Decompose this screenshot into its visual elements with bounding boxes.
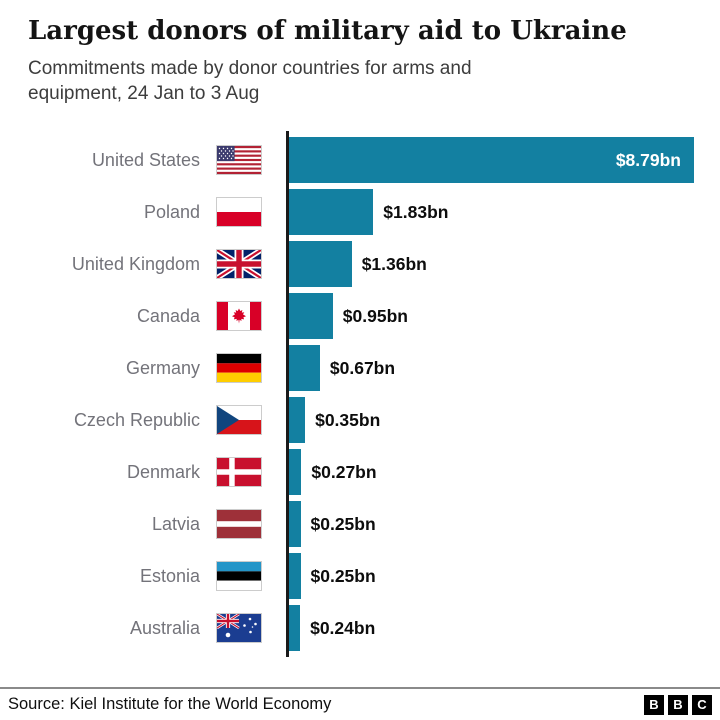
value-label: $0.25bn <box>310 513 376 534</box>
bar-row-czech-republic: Czech Republic $0.35bn <box>0 394 720 446</box>
flag-australia-icon <box>216 613 262 644</box>
bar-united-states: $8.79bn <box>289 137 694 184</box>
chart-title: Largest donors of military aid to Ukrain… <box>28 16 627 46</box>
country-label: United States <box>91 149 200 170</box>
value-label: $0.67bn <box>329 357 396 378</box>
country-label: Germany <box>125 357 200 378</box>
chart-subtitle-line1: Commitments made by donor countries for … <box>28 58 472 80</box>
y-axis-line <box>286 131 289 658</box>
value-label: $1.36bn <box>361 253 427 274</box>
footer: Source: Kiel Institute for the World Eco… <box>0 687 720 720</box>
flag-germany-icon <box>216 353 262 384</box>
bar-row-united-kingdom: United Kingdom $1.36bn <box>0 238 720 290</box>
chart-subtitle: Commitments made by donor countries for … <box>28 56 692 106</box>
value-label: $8.79bn <box>615 149 681 170</box>
bar-row-canada: Canada $0.95bn <box>0 290 720 342</box>
value-label: $0.35bn <box>315 409 381 430</box>
bar-estonia <box>289 553 301 600</box>
value-label: $0.25bn <box>310 565 376 586</box>
value-label: $0.24bn <box>310 617 376 638</box>
country-label: Latvia <box>151 513 200 534</box>
bbc-logo: B B C <box>644 694 712 715</box>
bar-australia <box>289 605 301 652</box>
bbc-logo-block: B <box>644 694 664 715</box>
bar-row-united-states: United States <box>0 134 720 186</box>
value-label: $1.83bn <box>383 201 449 222</box>
flag-canada-icon <box>216 301 262 332</box>
country-label: United Kingdom <box>71 253 200 274</box>
bar-czech-republic <box>289 397 306 444</box>
value-label: $0.95bn <box>342 305 408 326</box>
bar-row-latvia: Latvia $0.25bn <box>0 498 720 550</box>
flag-united-kingdom-icon <box>216 249 262 280</box>
bar-latvia <box>289 501 301 548</box>
bar-row-denmark: Denmark $0.27bn <box>0 446 720 498</box>
flag-estonia-icon <box>216 561 262 592</box>
country-label: Australia <box>129 617 200 638</box>
flag-poland-icon <box>216 197 262 228</box>
flag-czech-republic-icon <box>216 405 262 436</box>
chart-subtitle-line2: equipment, 24 Jan to 3 Aug <box>28 83 260 105</box>
bar-row-estonia: Estonia $0.25bn <box>0 550 720 602</box>
bar-chart: United States <box>0 131 720 658</box>
country-label: Estonia <box>139 565 200 586</box>
flag-denmark-icon <box>216 457 262 488</box>
bar-germany <box>289 345 320 392</box>
country-label: Poland <box>143 201 200 222</box>
country-label: Czech Republic <box>73 409 200 430</box>
bbc-logo-block: C <box>692 694 712 715</box>
bar-canada <box>289 293 333 340</box>
source-text: Source: Kiel Institute for the World Eco… <box>8 695 332 713</box>
bar-united-kingdom <box>289 241 352 288</box>
header: Largest donors of military aid to Ukrain… <box>0 0 720 106</box>
value-label: $0.27bn <box>311 461 377 482</box>
bar-row-australia: Australia <box>0 602 720 654</box>
bar-row-germany: Germany $0.67bn <box>0 342 720 394</box>
bbc-logo-block: B <box>668 694 688 715</box>
flag-latvia-icon <box>216 509 262 540</box>
flag-united-states-icon <box>216 145 262 176</box>
bar-denmark <box>289 449 302 496</box>
bar-poland <box>289 189 374 236</box>
bar-row-poland: Poland $1.83bn <box>0 186 720 238</box>
country-label: Denmark <box>126 461 200 482</box>
country-label: Canada <box>136 305 200 326</box>
